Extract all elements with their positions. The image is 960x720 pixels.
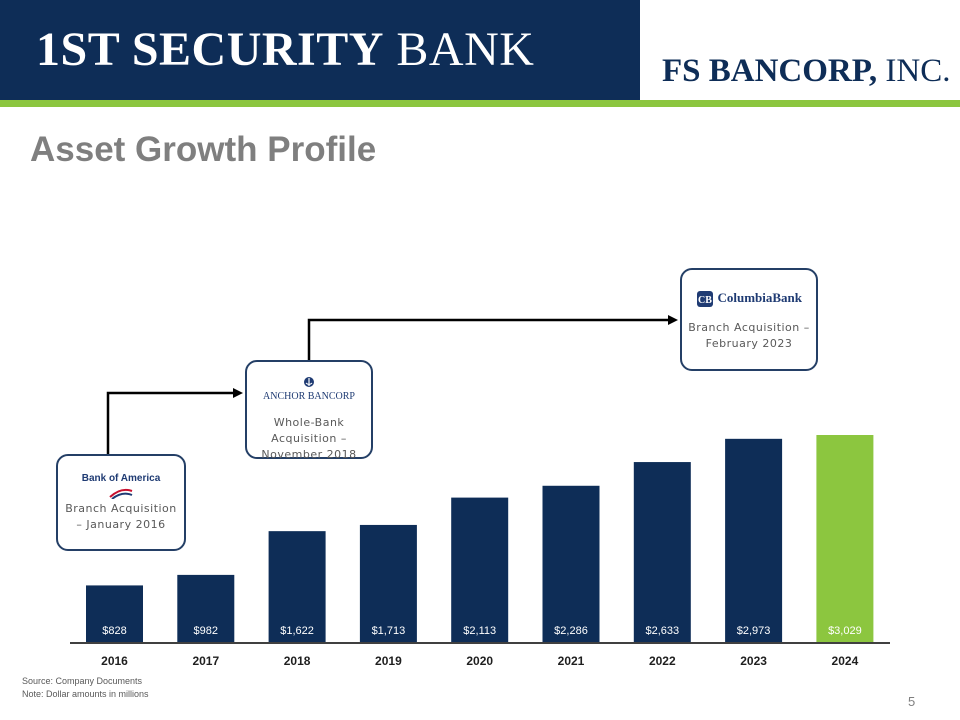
x-tick-label-2020: 2020 bbox=[466, 654, 493, 668]
x-axis-tick-labels: 2016 2017 2018 2019 2020 2021 2022 2023 2024 bbox=[101, 654, 858, 668]
callout-columbia-bank: CB ColumbiaBank Branch Acquisition – Feb… bbox=[680, 268, 818, 371]
bar-2016 bbox=[86, 585, 143, 642]
header-banner: 1ST SECURITY BANK bbox=[0, 0, 640, 100]
page-title: Asset Growth Profile bbox=[30, 130, 377, 169]
acquisition-connectors bbox=[106, 315, 678, 455]
x-tick-label-2021: 2021 bbox=[558, 654, 585, 668]
bar-value-label: $2,633 bbox=[645, 625, 679, 637]
header-divider bbox=[0, 100, 960, 107]
fs-logo-text-regular: INC. bbox=[885, 53, 951, 89]
columbia-bank-icon: CB bbox=[696, 291, 713, 307]
connector-arrowhead-2018 bbox=[233, 388, 243, 398]
x-tick-label-2016: 2016 bbox=[101, 654, 128, 668]
boa-logo-text: Bank of America bbox=[81, 473, 161, 484]
bar-2018 bbox=[268, 531, 326, 642]
x-tick-label-2018: 2018 bbox=[284, 654, 311, 668]
logo-text-regular: BANK bbox=[396, 23, 535, 76]
fs-logo-text-bold: FS BANCORP, bbox=[662, 53, 878, 89]
source-note: Source: Company Documents bbox=[22, 676, 143, 686]
x-tick-label-2023: 2023 bbox=[740, 654, 767, 668]
callout-bank-of-america: Bank of America Branch Acquisition – Jan… bbox=[56, 454, 186, 551]
callout-caption: Whole-Bank Acquisition – November 2018 bbox=[261, 416, 357, 461]
connector-2018-2023 bbox=[307, 318, 669, 360]
connector-arrowhead-2023 bbox=[668, 315, 678, 325]
connector-2016-2018 bbox=[106, 391, 234, 455]
bar-value-label: $982 bbox=[194, 625, 218, 637]
bar-value-label: $2,973 bbox=[737, 625, 771, 637]
boa-flag-icon bbox=[109, 488, 133, 499]
bank-of-america-logo: Bank of America bbox=[58, 470, 184, 499]
columbia-logo-text: ColumbiaBank bbox=[717, 290, 803, 305]
bar-value-label: $2,286 bbox=[554, 625, 588, 637]
x-tick-label-2017: 2017 bbox=[192, 654, 219, 668]
logo-text-bold: 1ST SECURITY bbox=[36, 23, 384, 76]
page-number: 5 bbox=[908, 694, 916, 709]
columbia-bank-logo: CB ColumbiaBank bbox=[682, 290, 816, 308]
bar-group: $828 $982 $1,622 $1,713 $2,113 $2,286 $2,633 $2… bbox=[86, 435, 874, 642]
bar-value-label: $1,622 bbox=[280, 625, 314, 637]
anchor-icon bbox=[304, 377, 314, 387]
svg-text:CB: CB bbox=[698, 295, 712, 306]
dollar-amount-note: Note: Dollar amounts in millions bbox=[22, 689, 149, 699]
bar-2022 bbox=[633, 462, 691, 642]
first-security-bank-logo: 1ST SECURITY BANK bbox=[36, 22, 534, 77]
x-tick-label-2019: 2019 bbox=[375, 654, 402, 668]
bar-2024 bbox=[816, 435, 874, 642]
bar-value-label: $3,029 bbox=[828, 625, 862, 637]
anchor-bancorp-logo: ANCHOR BANCORP bbox=[247, 376, 371, 405]
bar-value-label: $828 bbox=[102, 625, 126, 637]
bar-value-label: $2,113 bbox=[463, 625, 496, 637]
bar-2019 bbox=[359, 524, 417, 642]
fs-bancorp-logo: FS BANCORP, INC. bbox=[662, 53, 951, 90]
bar-2020 bbox=[451, 497, 509, 642]
bar-2023 bbox=[725, 438, 783, 642]
bar-value-label: $1,713 bbox=[372, 625, 406, 637]
callout-caption: Branch Acquisition – February 2023 bbox=[688, 321, 810, 350]
bar-2021 bbox=[542, 485, 600, 642]
anchor-logo-text: ANCHOR BANCORP bbox=[263, 391, 355, 402]
bar-2017 bbox=[177, 574, 235, 642]
callout-caption: Branch Acquisition – January 2016 bbox=[65, 502, 177, 531]
x-tick-label-2022: 2022 bbox=[649, 654, 676, 668]
callout-anchor-bancorp: ANCHOR BANCORP Whole-Bank Acquisition – … bbox=[245, 360, 373, 461]
x-tick-label-2024: 2024 bbox=[832, 654, 859, 668]
